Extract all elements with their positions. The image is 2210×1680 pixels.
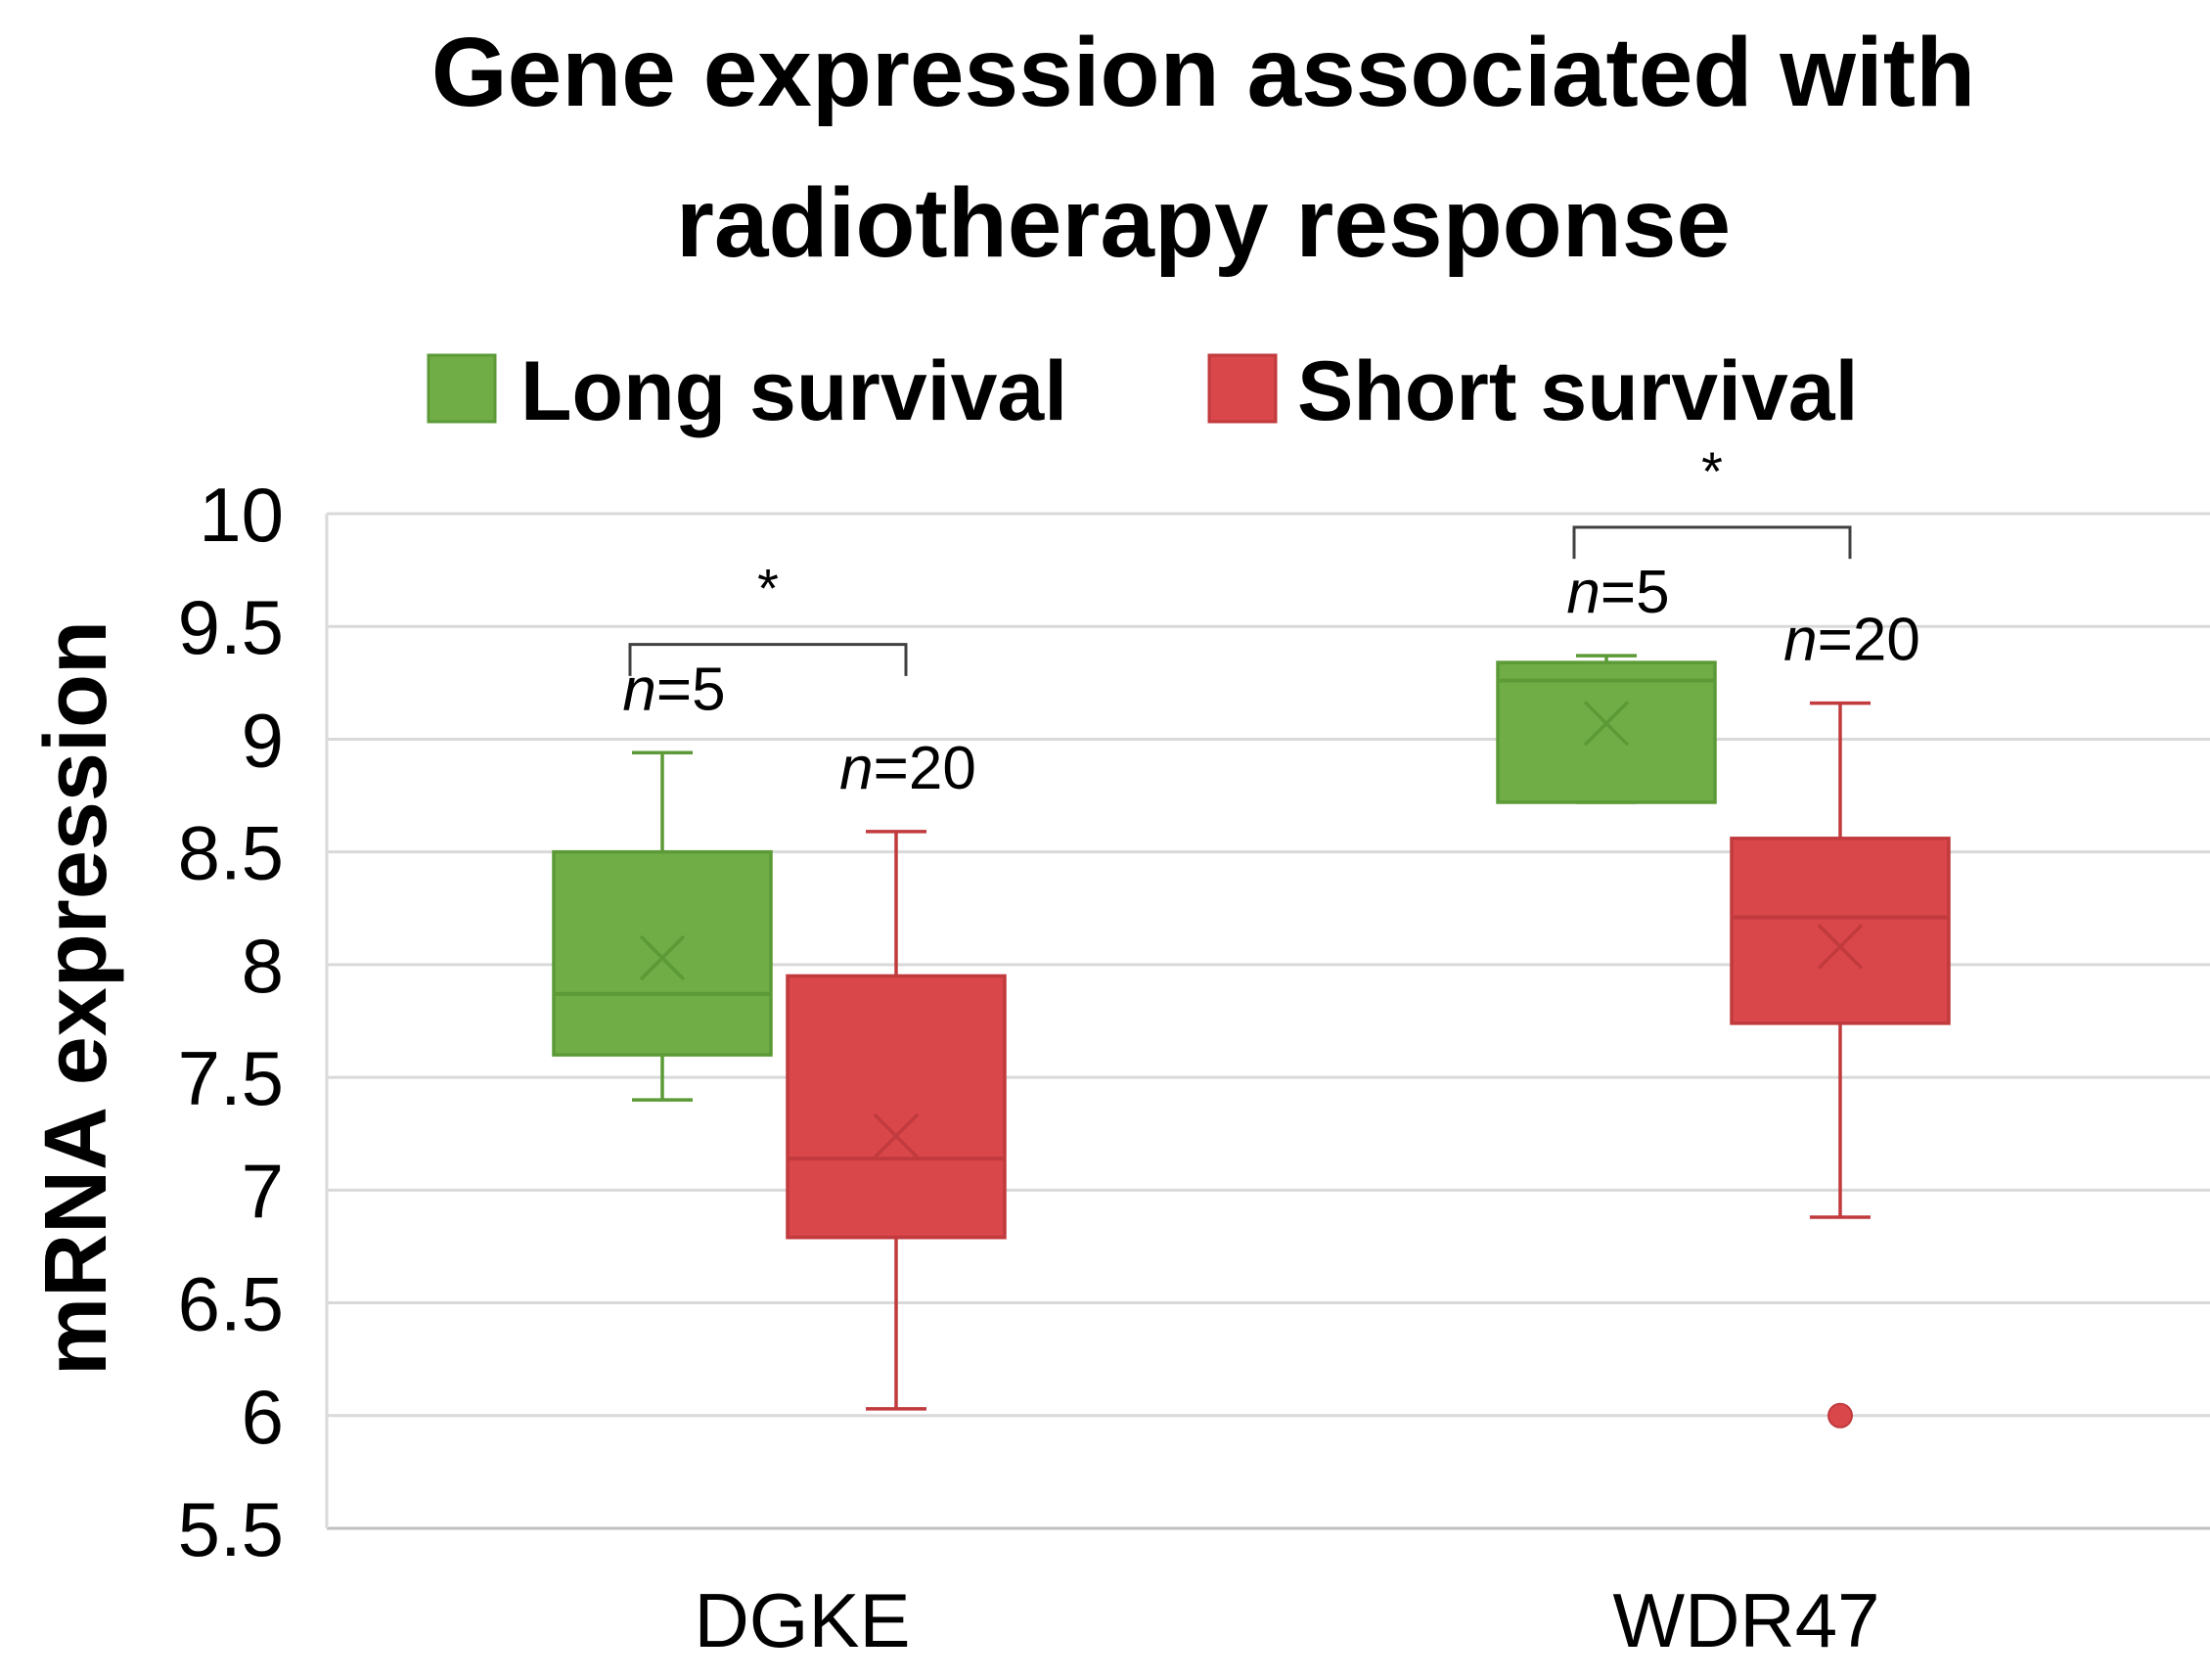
y-axis-label: mRNA expression [27,620,125,1376]
y-tick-label: 5.5 [178,1486,284,1572]
chart-title-line-2: radiotherapy response [676,168,1731,278]
n-label-value: =5 [656,656,726,723]
n-label-value: =20 [1818,607,1920,674]
legend-swatch-long-survival [427,353,497,424]
significance-dgke: * [628,558,908,676]
y-tick-label: 7 [242,1148,284,1234]
significance-star: * [1701,440,1723,502]
box-dgke-1: n=20 [786,735,1007,1411]
y-tick-label: 7.5 [178,1035,284,1121]
significance-bracket [628,643,908,676]
y-tick-label: 9.5 [178,584,284,670]
n-label-symbol: n [1566,559,1600,626]
x-axis-ticks: DGKE WDR47 [694,1577,1879,1663]
box-wdr47-1: n=20 [1730,607,1951,1429]
n-label-symbol: n [622,656,655,723]
legend-label-long-survival: Long survival [520,344,1067,438]
legend: Long survival Short survival [427,344,1859,438]
outlier-point [1827,1402,1853,1429]
significance-star: * [757,558,779,619]
y-tick-label: 8.5 [178,810,284,896]
mean-marker [873,1112,920,1159]
box-series: n=5n=5n=20n=20 [552,559,1951,1429]
iqr-box [1730,837,1951,1025]
n-label-symbol: n [839,735,873,802]
n-label: n=5 [622,656,725,723]
significance-bracket [1572,525,1852,560]
box-dgke-0: n=5 [552,656,773,1102]
y-axis-ticks: 10 9.5 9 8.5 8 7.5 7 6.5 6 5.5 [178,472,284,1572]
iqr-box [552,849,773,1057]
y-tick-label: 6.5 [178,1261,284,1347]
mean-marker [1817,924,1864,970]
iqr-box [1496,660,1717,804]
mean-marker [1583,701,1630,747]
y-tick-label: 8 [242,923,284,1009]
y-tick-label: 9 [242,697,284,783]
significance-annotations: ** [628,440,1852,676]
x-tick-label: WDR47 [1612,1577,1879,1663]
n-label: n=20 [839,735,976,802]
significance-wdr47: * [1572,440,1852,560]
box-wdr47-0: n=5 [1496,559,1717,804]
chart-title-line-1: Gene expression associated with [431,18,1975,127]
n-label: n=20 [1783,607,1920,674]
legend-label-short-survival: Short survival [1297,344,1859,438]
n-label-value: =20 [874,735,976,802]
mean-marker [639,934,686,981]
iqr-box [786,974,1007,1240]
y-tick-label: 6 [242,1374,284,1460]
n-label-value: =5 [1601,559,1670,626]
x-tick-label: DGKE [694,1577,910,1663]
legend-swatch-short-survival [1207,353,1278,424]
gridlines [325,512,2210,1530]
n-label-symbol: n [1783,607,1817,674]
y-tick-label: 10 [199,472,284,558]
n-label: n=5 [1566,559,1669,626]
